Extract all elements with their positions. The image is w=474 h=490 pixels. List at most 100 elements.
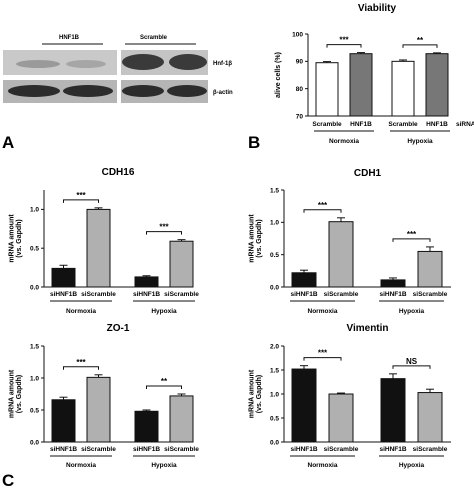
y-tick-label: 0.5 xyxy=(270,415,279,422)
significance-label: ** xyxy=(417,36,424,45)
bar xyxy=(86,376,111,443)
significance-bracket xyxy=(146,231,182,235)
group-label: Normoxia xyxy=(66,462,96,469)
panel-label-b: B xyxy=(248,133,260,152)
chart-title: ZO-1 xyxy=(107,323,130,334)
blot-band xyxy=(122,54,164,70)
bar xyxy=(315,62,339,117)
category-label: siScramble xyxy=(413,446,448,453)
category-label: siScramble xyxy=(81,446,116,453)
category-label: siScramble xyxy=(324,291,359,298)
y-tick-label: 0.0 xyxy=(270,284,279,291)
group-label: Hypoxia xyxy=(407,138,433,145)
bar xyxy=(425,53,449,117)
chart-viability: Viability 70 80 90 100 alive cells (%) Scrambl… xyxy=(275,3,474,145)
category-label: siScramble xyxy=(413,291,448,298)
blot-row-label-hnf: Hnf-1β xyxy=(213,61,232,67)
y-tick-label: 1.0 xyxy=(30,207,39,214)
significance-label: *** xyxy=(76,191,86,200)
bar xyxy=(169,240,194,288)
y-tick-label: 0.0 xyxy=(30,439,39,446)
y-axis-label: mRNA amount(vs. Gapdh) xyxy=(248,214,263,263)
x-axis-label: siRNA xyxy=(456,121,474,128)
blot-band xyxy=(63,85,113,97)
category-label: HNF1B xyxy=(426,121,448,128)
bar xyxy=(380,279,406,288)
y-axis-label: mRNA amount(vs. Gapdh) xyxy=(8,214,23,263)
bar xyxy=(417,392,443,443)
y-tick-label: 1.0 xyxy=(270,220,279,227)
group-label: Normoxia xyxy=(308,462,338,469)
category-label: siScramble xyxy=(324,446,359,453)
blot-band xyxy=(169,54,207,70)
group-label: Normoxia xyxy=(308,308,338,315)
blot-label-scramble: Scramble xyxy=(140,35,168,41)
y-axis-label: alive cells (%) xyxy=(275,52,282,98)
chart-vimentin: Vimentin 0.0 0.5 1.0 1.5 2.0 mRNA amount(vs. G… xyxy=(248,323,451,469)
y-tick-label: 0.5 xyxy=(270,252,279,259)
y-tick-label: 100 xyxy=(292,31,303,38)
chart-zo1: ZO-1 0.0 0.5 1.0 1.5 mRNA amount(vs. Gapdh) si… xyxy=(8,323,199,469)
chart-title: CDH16 xyxy=(102,167,135,178)
chart-title: CDH1 xyxy=(354,168,382,179)
category-label: siHNF1B xyxy=(379,291,406,298)
category-label: HNF1B xyxy=(350,121,372,128)
group-label: Hypoxia xyxy=(151,462,177,469)
group-label: Normoxia xyxy=(329,138,359,145)
bar xyxy=(328,393,354,443)
significance-label: ** xyxy=(161,377,168,386)
bar xyxy=(291,368,317,443)
category-label: siScramble xyxy=(81,291,116,298)
panel-label-a: A xyxy=(2,133,14,152)
significance-bracket xyxy=(63,366,99,370)
category-label: siScramble xyxy=(164,446,199,453)
blot-band xyxy=(122,85,164,97)
y-tick-label: 0.5 xyxy=(30,407,39,414)
group-label: Hypoxia xyxy=(151,308,177,315)
bar xyxy=(291,272,317,288)
chart-title: Viability xyxy=(358,3,397,14)
category-label: siHNF1B xyxy=(379,446,406,453)
significance-bracket xyxy=(392,365,431,369)
y-tick-label: 0.0 xyxy=(270,439,279,446)
blot-band xyxy=(167,85,207,97)
significance-bracket xyxy=(303,209,342,213)
significance-label: *** xyxy=(159,223,169,232)
category-label: Scramble xyxy=(312,121,342,128)
significance-label: NS xyxy=(406,357,418,366)
bar xyxy=(51,399,76,443)
bar xyxy=(417,250,443,288)
significance-bracket xyxy=(303,357,342,361)
category-label: Scramble xyxy=(388,121,418,128)
y-tick-label: 80 xyxy=(296,86,304,93)
category-label: siHNF1B xyxy=(290,446,317,453)
chart-title: Vimentin xyxy=(346,323,388,334)
significance-label: *** xyxy=(339,36,349,45)
blot-row-label-actin: β-actin xyxy=(213,90,233,96)
blot-band xyxy=(66,60,106,68)
significance-bracket xyxy=(63,199,99,203)
group-label: Normoxia xyxy=(66,308,96,315)
significance-bracket xyxy=(402,44,438,48)
bar xyxy=(169,395,194,443)
y-tick-label: 2.0 xyxy=(270,343,279,350)
blot-label-hnf1b: HNF1B xyxy=(59,35,80,41)
bar xyxy=(134,276,159,288)
category-label: siScramble xyxy=(164,291,199,298)
bar xyxy=(134,410,159,443)
y-tick-label: 70 xyxy=(296,113,304,120)
chart-cdh1: CDH1 0.0 0.5 1.0 1.5 mRNA amount(vs. Gapdh) si… xyxy=(248,168,451,315)
blot-band xyxy=(16,60,60,68)
bar xyxy=(391,60,415,117)
y-tick-label: 1.0 xyxy=(270,391,279,398)
blot-band xyxy=(8,85,60,97)
y-axis-label: mRNA amount(vs. Gapdh) xyxy=(8,369,23,418)
group-label: Hypoxia xyxy=(399,462,425,469)
chart-cdh16: CDH16 0.0 0.5 1.0 mRNA amount(vs. Gapdh) siHN… xyxy=(8,167,199,315)
bar xyxy=(51,267,76,288)
category-label: siHNF1B xyxy=(50,446,77,453)
y-tick-label: 90 xyxy=(296,59,304,66)
y-tick-label: 0.0 xyxy=(30,284,39,291)
bar xyxy=(86,208,111,288)
